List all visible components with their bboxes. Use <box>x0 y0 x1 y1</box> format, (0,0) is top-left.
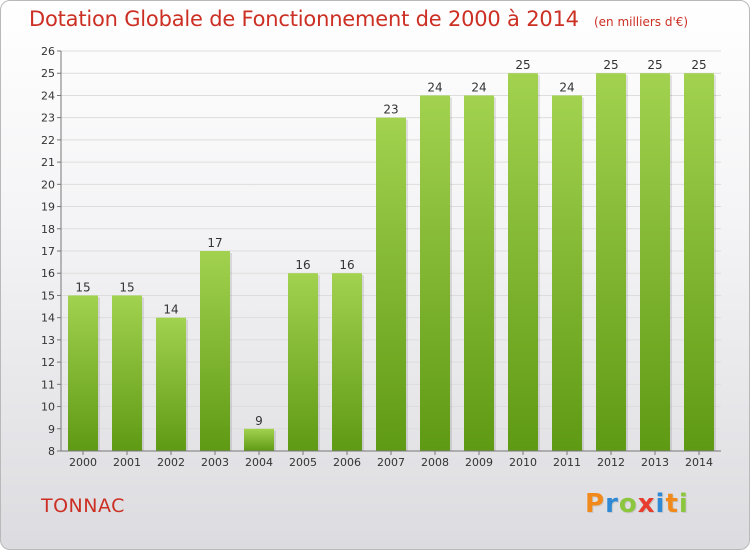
y-tick-label: 8 <box>48 445 55 458</box>
bar-2010 <box>508 73 538 451</box>
x-tick-label: 2000 <box>69 456 97 469</box>
bar-2013 <box>640 73 670 451</box>
logo-letter: i <box>655 489 666 519</box>
bar-2009 <box>464 95 494 451</box>
chart-subtitle: (en milliers d'€) <box>593 15 689 29</box>
bar-value-label: 25 <box>647 58 662 72</box>
title-row: Dotation Globale de Fonctionnement de 20… <box>29 7 688 31</box>
bar-value-label: 15 <box>119 280 134 294</box>
y-tick-label: 23 <box>41 112 55 125</box>
bar-value-label: 16 <box>339 258 354 272</box>
y-tick-label: 17 <box>41 245 55 258</box>
x-tick-label: 2004 <box>245 456 273 469</box>
bar-2002 <box>156 317 186 451</box>
y-tick-label: 25 <box>41 67 55 80</box>
proxiti-logo: Proxiti <box>585 489 689 519</box>
bar-2006 <box>332 273 362 451</box>
x-tick-label: 2008 <box>421 456 449 469</box>
logo-letter: t <box>665 489 679 519</box>
bar-2005 <box>288 273 318 451</box>
bar-2007 <box>376 117 406 452</box>
x-tick-label: 2006 <box>333 456 361 469</box>
bar-value-label: 16 <box>295 258 310 272</box>
x-tick-label: 2002 <box>157 456 185 469</box>
x-tick-label: 2005 <box>289 456 317 469</box>
x-tick-label: 2013 <box>641 456 669 469</box>
bar-2000 <box>68 295 98 451</box>
y-tick-label: 20 <box>41 178 55 191</box>
x-tick-label: 2009 <box>465 456 493 469</box>
bar-2004 <box>244 428 274 451</box>
bar-2012 <box>596 73 626 451</box>
y-tick-label: 18 <box>41 223 55 236</box>
bar-2003 <box>200 251 230 451</box>
y-tick-label: 11 <box>41 378 55 391</box>
y-tick-label: 9 <box>48 423 55 436</box>
bar-2014 <box>684 73 714 451</box>
x-tick-label: 2011 <box>553 456 581 469</box>
bar-value-label: 24 <box>559 80 574 94</box>
y-tick-label: 16 <box>41 267 55 280</box>
y-tick-label: 15 <box>41 289 55 302</box>
y-tick-label: 10 <box>41 401 55 414</box>
y-tick-label: 13 <box>41 334 55 347</box>
bar-value-label: 25 <box>515 58 530 72</box>
y-tick-label: 14 <box>41 312 55 325</box>
y-tick-label: 26 <box>41 45 55 58</box>
bars <box>68 73 716 452</box>
bar-value-label: 24 <box>471 80 486 94</box>
labels: 8 9 10 11 12 13 14 15 16 17 18 19 20 21 22 23 24 25 26 15 20… <box>41 45 713 469</box>
x-tick-label: 2010 <box>509 456 537 469</box>
bar-value-label: 25 <box>691 58 706 72</box>
y-tick-label: 19 <box>41 201 55 214</box>
y-tick-label: 22 <box>41 134 55 147</box>
bar-2001 <box>112 295 142 451</box>
logo-letter: i <box>678 489 689 519</box>
bar-value-label: 14 <box>163 303 178 317</box>
x-tick-label: 2001 <box>113 456 141 469</box>
x-tick-label: 2012 <box>597 456 625 469</box>
bar-value-label: 15 <box>75 280 90 294</box>
y-tick-label: 24 <box>41 89 55 102</box>
bar-value-label: 17 <box>207 236 222 250</box>
y-tick-label: 21 <box>41 156 55 169</box>
bar-value-label: 24 <box>427 80 442 94</box>
bar-value-label: 9 <box>255 414 263 428</box>
axes <box>57 50 721 455</box>
logo-letter: o <box>618 489 638 519</box>
x-tick-label: 2007 <box>377 456 405 469</box>
commune-name: TONNAC <box>41 495 125 517</box>
bar-value-label: 23 <box>383 103 398 117</box>
y-tick-label: 12 <box>41 356 55 369</box>
x-tick-label: 2014 <box>685 456 713 469</box>
x-tick-label: 2003 <box>201 456 229 469</box>
bar-2008 <box>420 95 450 451</box>
chart-title: Dotation Globale de Fonctionnement de 20… <box>29 7 579 31</box>
logo-letter: x <box>637 489 656 519</box>
logo-letter: P <box>585 489 606 519</box>
bar-2011 <box>552 95 582 451</box>
bar-value-label: 25 <box>603 58 618 72</box>
logo-letter: r <box>605 489 619 519</box>
